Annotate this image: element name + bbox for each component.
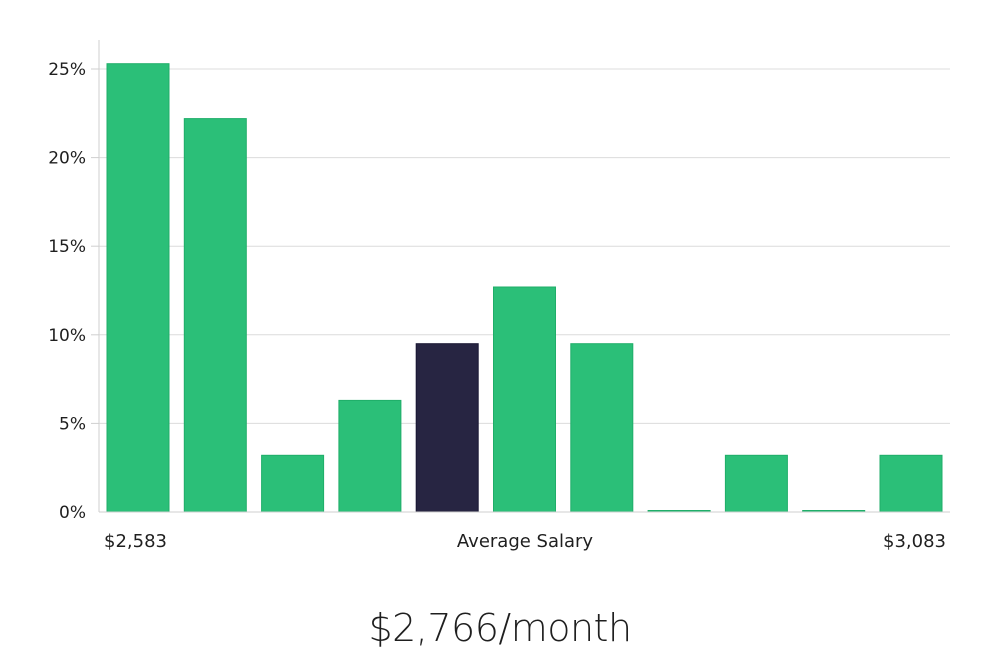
y-tick-label: 0% xyxy=(59,503,86,523)
y-tick-label: 20% xyxy=(48,149,86,169)
bar xyxy=(261,454,325,513)
y-tick-label: 15% xyxy=(48,237,86,257)
salary-histogram: 0% 5% 10% 15% 20% 25% $2,583 Average Salary $… xyxy=(48,40,950,552)
bar xyxy=(879,454,943,513)
x-tick-left: $2,583 xyxy=(104,531,167,552)
y-tick-label: 25% xyxy=(48,60,86,80)
x-tick-center: Average Salary xyxy=(457,531,594,552)
bar xyxy=(106,63,170,513)
average-salary-value: $2,766/month xyxy=(368,606,632,650)
y-tick-label: 10% xyxy=(48,326,86,346)
y-tick-labels: 0% 5% 10% 15% 20% 25% xyxy=(48,60,86,523)
bar xyxy=(183,118,247,513)
bar xyxy=(338,399,402,513)
bar-average xyxy=(415,343,479,513)
bar xyxy=(570,343,634,513)
bars xyxy=(106,63,943,513)
x-tick-right: $3,083 xyxy=(883,531,946,552)
bar xyxy=(724,454,788,513)
y-tick-label: 5% xyxy=(59,414,86,434)
bar xyxy=(493,286,556,513)
